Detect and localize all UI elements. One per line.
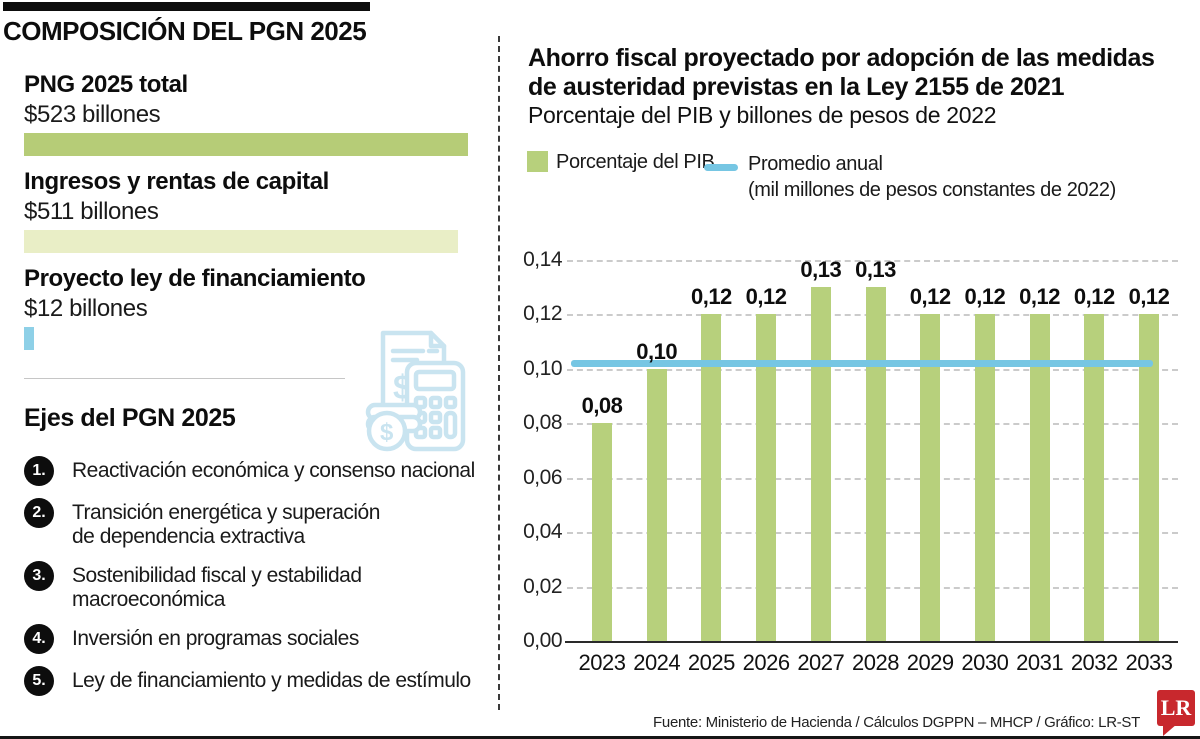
eje-number-badge: 1. [24, 456, 54, 486]
budget-item-value: $511 billones [24, 198, 159, 225]
average-line [571, 359, 1153, 367]
eje-number-badge: 5. [24, 666, 54, 696]
eje-number-badge: 2. [24, 498, 54, 528]
chart-title-line1: Ahorro fiscal proyectado por adopción de… [528, 44, 1155, 72]
eje-item: 1. Reactivación económica y consenso naci… [24, 456, 476, 486]
y-axis-tick-label: 0,02 [523, 574, 562, 598]
eje-text: Inversión en programas sociales [72, 627, 359, 650]
bar [974, 314, 995, 641]
x-axis-tick-label: 2027 [797, 650, 845, 675]
x-axis-labels: 2023 2024 2025 2026 2027 2028 2029 2030 2031 2032… [567, 650, 1178, 676]
title-accent-bar [3, 2, 370, 11]
eje-item: 3. Sostenibilidad fiscal y estabilidad ma… [24, 561, 476, 612]
calculator-receipt-coins-icon: $ $ [365, 330, 466, 452]
bar [920, 314, 941, 641]
bar-value-label: 0,12 [1073, 284, 1115, 310]
x-axis-tick-label: 2025 [687, 650, 735, 675]
source-note: Fuente: Ministerio de Hacienda / Cálculo… [653, 714, 1140, 731]
eje-text: Ley de financiamiento y medidas de estím… [72, 669, 471, 692]
legend-line-swatch [704, 164, 738, 171]
y-axis-tick-label: 0,06 [523, 465, 562, 489]
x-axis-tick-label: 2033 [1125, 650, 1173, 675]
eje-text: Reactivación económica y consenso nacion… [72, 459, 475, 482]
x-axis-tick-label: 2028 [852, 650, 899, 675]
legend-line-label: Promedio anual (mil millones de pesos co… [748, 151, 1116, 203]
bottom-rule [0, 736, 1200, 739]
x-axis-line [565, 641, 1178, 643]
chart-plot: 0,08 0,10 0,12 0,12 0,13 0,13 0,12 0,12 0,12 0,12… [565, 257, 1178, 643]
budget-item-label: Ingresos y rentas de capital [24, 168, 329, 195]
legend-line-label-sub: (mil millones de pesos constantes de 202… [748, 179, 1116, 201]
bar [865, 287, 886, 641]
y-axis-tick-label: 0,00 [523, 629, 562, 652]
bar [592, 423, 612, 641]
lr-logo: LR [1157, 690, 1195, 736]
x-axis-tick-label: 2024 [633, 650, 681, 675]
budget-breakdown: PNG 2025 total $523 billones Ingresos y … [24, 70, 468, 361]
bar [810, 287, 831, 641]
bar-value-label: 0,12 [1019, 284, 1060, 310]
lr-logo-text: LR [1160, 695, 1192, 720]
budget-item-bar [24, 133, 468, 156]
budget-item-label: PNG 2025 total [24, 71, 188, 98]
bar-value-label: 0,12 [745, 284, 787, 310]
bar [756, 314, 777, 641]
bar [1084, 314, 1105, 641]
bar-value-label: 0,08 [581, 393, 623, 419]
eje-number-badge: 4. [24, 624, 54, 654]
budget-item-label: Proyecto ley de financiamiento [24, 265, 366, 292]
bar-value-label: 0,13 [855, 257, 896, 283]
budget-item-ingresos: Ingresos y rentas de capital $511 billon… [24, 167, 468, 253]
legend-bar-label: Porcentaje del PIB [556, 151, 715, 173]
legend-bar-swatch [527, 151, 548, 172]
bar [646, 368, 667, 641]
bar-value-label: 0,12 [690, 284, 732, 310]
bar [1139, 314, 1159, 641]
section-divider [24, 378, 345, 379]
bar [701, 314, 722, 641]
eje-item: 2. Transición energética y superación de d… [24, 498, 476, 549]
bar [1029, 314, 1050, 641]
legend-line-label-main: Promedio anual [748, 153, 883, 175]
ejes-title: Ejes del PGN 2025 [24, 404, 236, 432]
budget-item-bar [24, 230, 458, 253]
chart-subtitle: Porcentaje del PIB y billones de pesos d… [528, 102, 997, 128]
y-axis-tick-label: 0,14 [523, 248, 562, 271]
bar-value-label: 0,12 [964, 284, 1006, 310]
lr-logo-tail [1163, 724, 1177, 736]
bar-value-label: 0,12 [1128, 284, 1170, 310]
budget-item-financiamiento: Proyecto ley de financiamiento $12 billo… [24, 264, 468, 350]
vertical-divider [498, 36, 500, 710]
ejes-list: 1. Reactivación económica y consenso naci… [24, 456, 476, 696]
y-axis-tick-label: 0,08 [523, 411, 562, 435]
eje-item: 4. Inversión en programas sociales [24, 624, 476, 654]
eje-item: 5. Ley de financiamiento y medidas de est… [24, 666, 476, 696]
x-axis-tick-label: 2032 [1070, 650, 1118, 675]
eje-number-badge: 3. [24, 561, 54, 591]
budget-item-value: $12 billones [24, 295, 148, 322]
page-title: COMPOSICIÓN DEL PGN 2025 [3, 16, 367, 46]
y-axis-tick-label: 0,12 [523, 302, 562, 326]
x-axis-tick-label: 2023 [578, 650, 626, 675]
y-axis-tick-label: 0,10 [523, 356, 562, 380]
chart-title: Ahorro fiscal proyectado por adopción de… [528, 44, 1155, 102]
bar-value-label: 0,13 [800, 257, 842, 283]
eje-text: Transición energética y superación de dep… [72, 501, 380, 548]
chart-title-line2: de austeridad previstas en la Ley 2155 d… [528, 73, 1065, 101]
x-axis-tick-label: 2029 [906, 650, 954, 675]
gridline [567, 260, 1178, 262]
bar-value-label: 0,10 [636, 338, 678, 364]
budget-item-total: PNG 2025 total $523 billones [24, 70, 468, 156]
bar-value-label: 0,12 [909, 284, 951, 310]
budget-item-value: $523 billones [24, 101, 161, 128]
y-axis-tick-label: 0,04 [523, 520, 562, 544]
x-axis-tick-label: 2031 [1016, 650, 1064, 675]
svg-text:$: $ [380, 419, 394, 446]
x-axis-tick-label: 2026 [742, 650, 790, 675]
y-axis-labels: 0,00 0,02 0,04 0,06 0,08 0,10 0,12 0,14 [514, 248, 562, 652]
x-axis-tick-label: 2030 [961, 650, 1009, 675]
eje-text: Sostenibilidad fiscal y estabilidad macr… [72, 564, 362, 611]
budget-item-bar [24, 327, 34, 350]
